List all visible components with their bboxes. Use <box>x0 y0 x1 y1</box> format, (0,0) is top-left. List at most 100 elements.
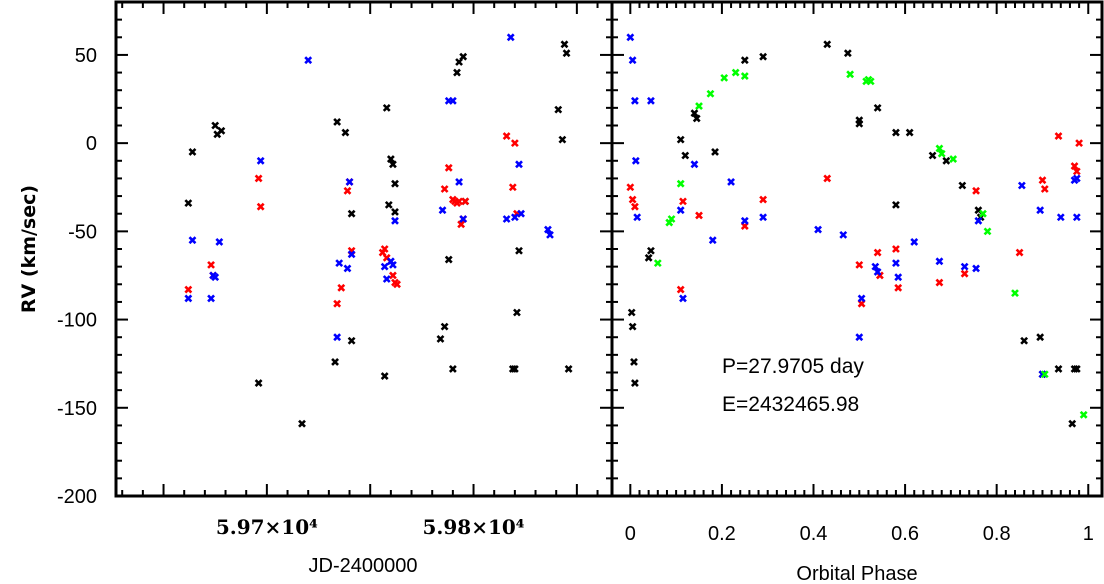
data-point <box>391 216 399 225</box>
data-point <box>647 246 655 255</box>
y-tick-label: 50 <box>75 45 97 67</box>
data-point <box>382 275 391 283</box>
x-tick-label: 5.97×10⁴ <box>216 515 318 539</box>
data-point <box>440 322 449 331</box>
x-tick-label: 0.6 <box>891 523 919 545</box>
data-point <box>184 294 193 303</box>
data-point <box>823 40 832 49</box>
data-point <box>892 200 900 209</box>
data-point <box>335 259 344 268</box>
data-point <box>695 102 703 111</box>
data-point <box>720 73 729 82</box>
data-point <box>448 96 457 105</box>
x-tick-label: 0 <box>625 523 636 545</box>
data-point <box>337 283 346 292</box>
x-tick-label: 0.2 <box>708 523 736 545</box>
data-point <box>894 283 903 292</box>
data-point <box>515 246 523 255</box>
data-point <box>679 294 687 303</box>
left-data-points <box>184 33 573 428</box>
data-point <box>949 155 958 163</box>
data-point <box>843 49 852 58</box>
data-point <box>846 70 855 79</box>
data-point <box>630 96 639 105</box>
data-point <box>207 294 215 303</box>
data-point <box>892 259 900 268</box>
data-point <box>256 202 265 211</box>
data-point <box>453 68 461 77</box>
right-x-tick-labels: 0 0.2 0.4 0.6 0.8 1 <box>625 523 1094 545</box>
data-point <box>436 335 445 343</box>
data-point <box>510 139 519 148</box>
data-point <box>347 209 356 218</box>
data-point <box>628 322 637 331</box>
data-point <box>958 181 967 190</box>
data-point <box>544 225 552 234</box>
right-panel: 0 0.2 0.4 0.6 0.8 1 Orbital Phase P=27.9705 d… <box>610 0 1104 584</box>
data-point <box>935 144 944 153</box>
data-point <box>331 357 339 366</box>
data-point <box>630 357 638 366</box>
data-point <box>517 209 525 218</box>
data-point <box>1072 167 1081 176</box>
data-point <box>1079 410 1088 419</box>
data-point <box>740 72 749 81</box>
data-point <box>695 211 703 220</box>
data-point <box>333 118 342 126</box>
data-point <box>389 160 397 169</box>
data-point <box>1036 206 1045 215</box>
x-tick-label: 0.4 <box>800 523 828 545</box>
data-point <box>207 260 215 269</box>
data-point <box>558 135 567 144</box>
data-point <box>389 260 397 269</box>
data-point <box>380 262 389 271</box>
data-point <box>461 197 470 206</box>
data-point <box>740 56 749 65</box>
data-point <box>935 257 944 266</box>
data-point <box>823 174 832 183</box>
data-point <box>215 238 224 246</box>
data-point <box>343 264 352 273</box>
data-point <box>1040 185 1049 193</box>
data-point <box>184 199 193 208</box>
data-point <box>667 215 676 223</box>
data-point <box>690 160 699 169</box>
data-point <box>960 262 969 271</box>
left-x-axis-title: JD-2400000 <box>309 555 418 577</box>
data-point <box>382 103 391 112</box>
right-ticks <box>612 1 1102 497</box>
left-ticks <box>116 1 612 497</box>
data-point <box>1068 419 1077 428</box>
data-point <box>727 178 735 186</box>
data-point <box>942 156 951 165</box>
data-point <box>871 262 880 271</box>
data-point <box>873 248 882 257</box>
data-point <box>457 220 466 229</box>
right-x-axis-title: Orbital Phase <box>796 563 917 584</box>
data-point <box>910 238 919 246</box>
data-point <box>873 268 882 276</box>
data-point <box>347 250 356 259</box>
data-point <box>928 151 937 160</box>
data-point <box>1056 213 1065 222</box>
data-point <box>380 372 389 380</box>
data-point <box>444 255 453 264</box>
data-point <box>393 280 401 289</box>
data-point <box>513 308 521 317</box>
data-point <box>972 186 980 195</box>
data-point <box>711 148 719 156</box>
data-point <box>983 227 992 236</box>
data-point <box>304 56 313 65</box>
data-point <box>448 365 457 373</box>
data-point <box>391 208 399 216</box>
data-point <box>892 128 900 137</box>
data-point <box>554 105 563 114</box>
data-point <box>211 273 220 282</box>
y-tick-label: -50 <box>68 221 97 243</box>
data-point <box>676 179 685 188</box>
data-point <box>676 206 685 215</box>
data-point <box>386 155 395 163</box>
data-point <box>562 49 571 58</box>
data-point <box>960 269 969 278</box>
data-point <box>937 149 946 158</box>
